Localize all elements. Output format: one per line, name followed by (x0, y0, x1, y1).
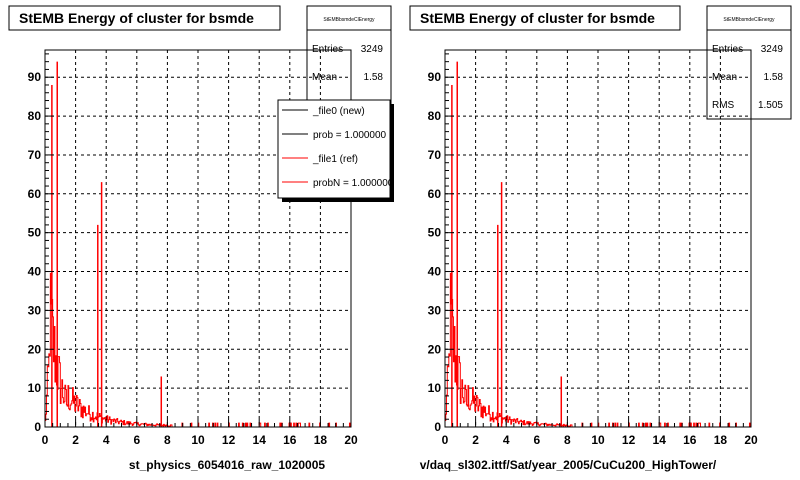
legend-entry-prob: prob = 1.000000 (313, 130, 387, 141)
histogram-bars (444, 61, 751, 428)
y-tick-label: 30 (428, 303, 442, 317)
histogram-bars (44, 61, 351, 428)
chart-title: StEMB Energy of cluster for bsmde (19, 10, 254, 26)
y-tick-label: 80 (28, 109, 42, 123)
title-box (8, 5, 281, 31)
y-tick-label: 50 (28, 226, 42, 240)
stats-rms-value: 1.505 (758, 100, 783, 111)
x-tick-label: 16 (283, 433, 297, 447)
x-tick-label: 12 (622, 433, 636, 447)
y-tick-label: 0 (34, 420, 41, 434)
x-tick-label: 20 (744, 433, 758, 447)
y-tick-label: 40 (428, 265, 442, 279)
x-tick-label: 6 (133, 433, 140, 447)
stats-mean-value: 1.58 (764, 72, 784, 83)
x-tick-label: 20 (344, 433, 358, 447)
histogram-panel-left: StEMB Energy of cluster for bsmde StEMBb… (8, 5, 394, 472)
x-tick-label: 2 (72, 433, 79, 447)
y-tick-label: 50 (428, 226, 442, 240)
legend: _file0 (new) prob = 1.000000 _file1 (ref… (277, 99, 394, 202)
y-tick-label: 90 (28, 70, 42, 84)
stats-mean-value: 1.58 (364, 72, 384, 83)
x-tick-label: 2 (472, 433, 479, 447)
y-tick-label: 20 (428, 342, 442, 356)
y-tick-label: 30 (28, 303, 42, 317)
x-axis-label: st_physics_6054016_raw_1020005 (129, 458, 325, 472)
x-tick-label: 12 (222, 433, 236, 447)
legend-entry-probn: probN = 1.000000 (313, 178, 394, 189)
x-tick-label: 8 (164, 433, 171, 447)
y-tick-label: 60 (28, 187, 42, 201)
x-tick-label: 0 (42, 433, 49, 447)
x-tick-label: 14 (653, 433, 667, 447)
x-tick-label: 10 (591, 433, 605, 447)
chart-title: StEMB Energy of cluster for bsmde (420, 10, 655, 26)
y-tick-label: 80 (428, 109, 442, 123)
stats-box (306, 5, 392, 117)
legend-entry-new: _file0 (new) (312, 106, 365, 117)
x-axis-label: v/daq_sl302.ittf/Sat/year_2005/CuCu200_H… (420, 458, 717, 472)
axis-ticks: 0 2 4 6 8 10 12 14 16 18 20 0 10 20 30 40 50 60 70 80 90 (428, 53, 758, 447)
grid (445, 50, 751, 427)
y-tick-label: 90 (428, 70, 442, 84)
y-tick-label: 70 (28, 148, 42, 162)
title-box (409, 5, 681, 31)
y-tick-label: 70 (428, 148, 442, 162)
x-tick-label: 6 (533, 433, 540, 447)
stats-entries-value: 3249 (361, 44, 384, 55)
histogram-panel-right: StEMB Energy of cluster for bsmde StEMBb… (409, 5, 792, 472)
x-tick-label: 14 (253, 433, 267, 447)
y-tick-label: 40 (28, 265, 42, 279)
y-tick-label: 0 (434, 420, 441, 434)
stats-mean-label: Mean (712, 72, 737, 83)
y-tick-label: 20 (28, 342, 42, 356)
x-tick-label: 4 (103, 433, 110, 447)
y-tick-label: 60 (428, 187, 442, 201)
y-tick-label: 10 (28, 381, 42, 395)
stats-box (706, 5, 792, 120)
x-tick-label: 10 (191, 433, 205, 447)
axis-ticks: 0 2 4 6 8 10 12 14 16 18 20 0 10 20 30 40 50 60 70 80 90 (28, 53, 358, 447)
x-tick-label: 16 (683, 433, 697, 447)
x-tick-label: 0 (442, 433, 449, 447)
y-tick-label: 10 (428, 381, 442, 395)
stats-name: StEMBbsmdeClEnergy (323, 17, 375, 23)
stats-name: StEMBbsmdeClEnergy (723, 17, 775, 23)
x-tick-label: 4 (503, 433, 510, 447)
stats-rms-label: RMS (712, 100, 735, 111)
stats-entries-value: 3249 (761, 44, 784, 55)
stats-mean-label: Mean (312, 72, 337, 83)
x-tick-label: 18 (714, 433, 728, 447)
x-tick-label: 18 (314, 433, 328, 447)
legend-entry-ref: _file1 (ref) (312, 154, 358, 165)
x-tick-label: 8 (564, 433, 571, 447)
